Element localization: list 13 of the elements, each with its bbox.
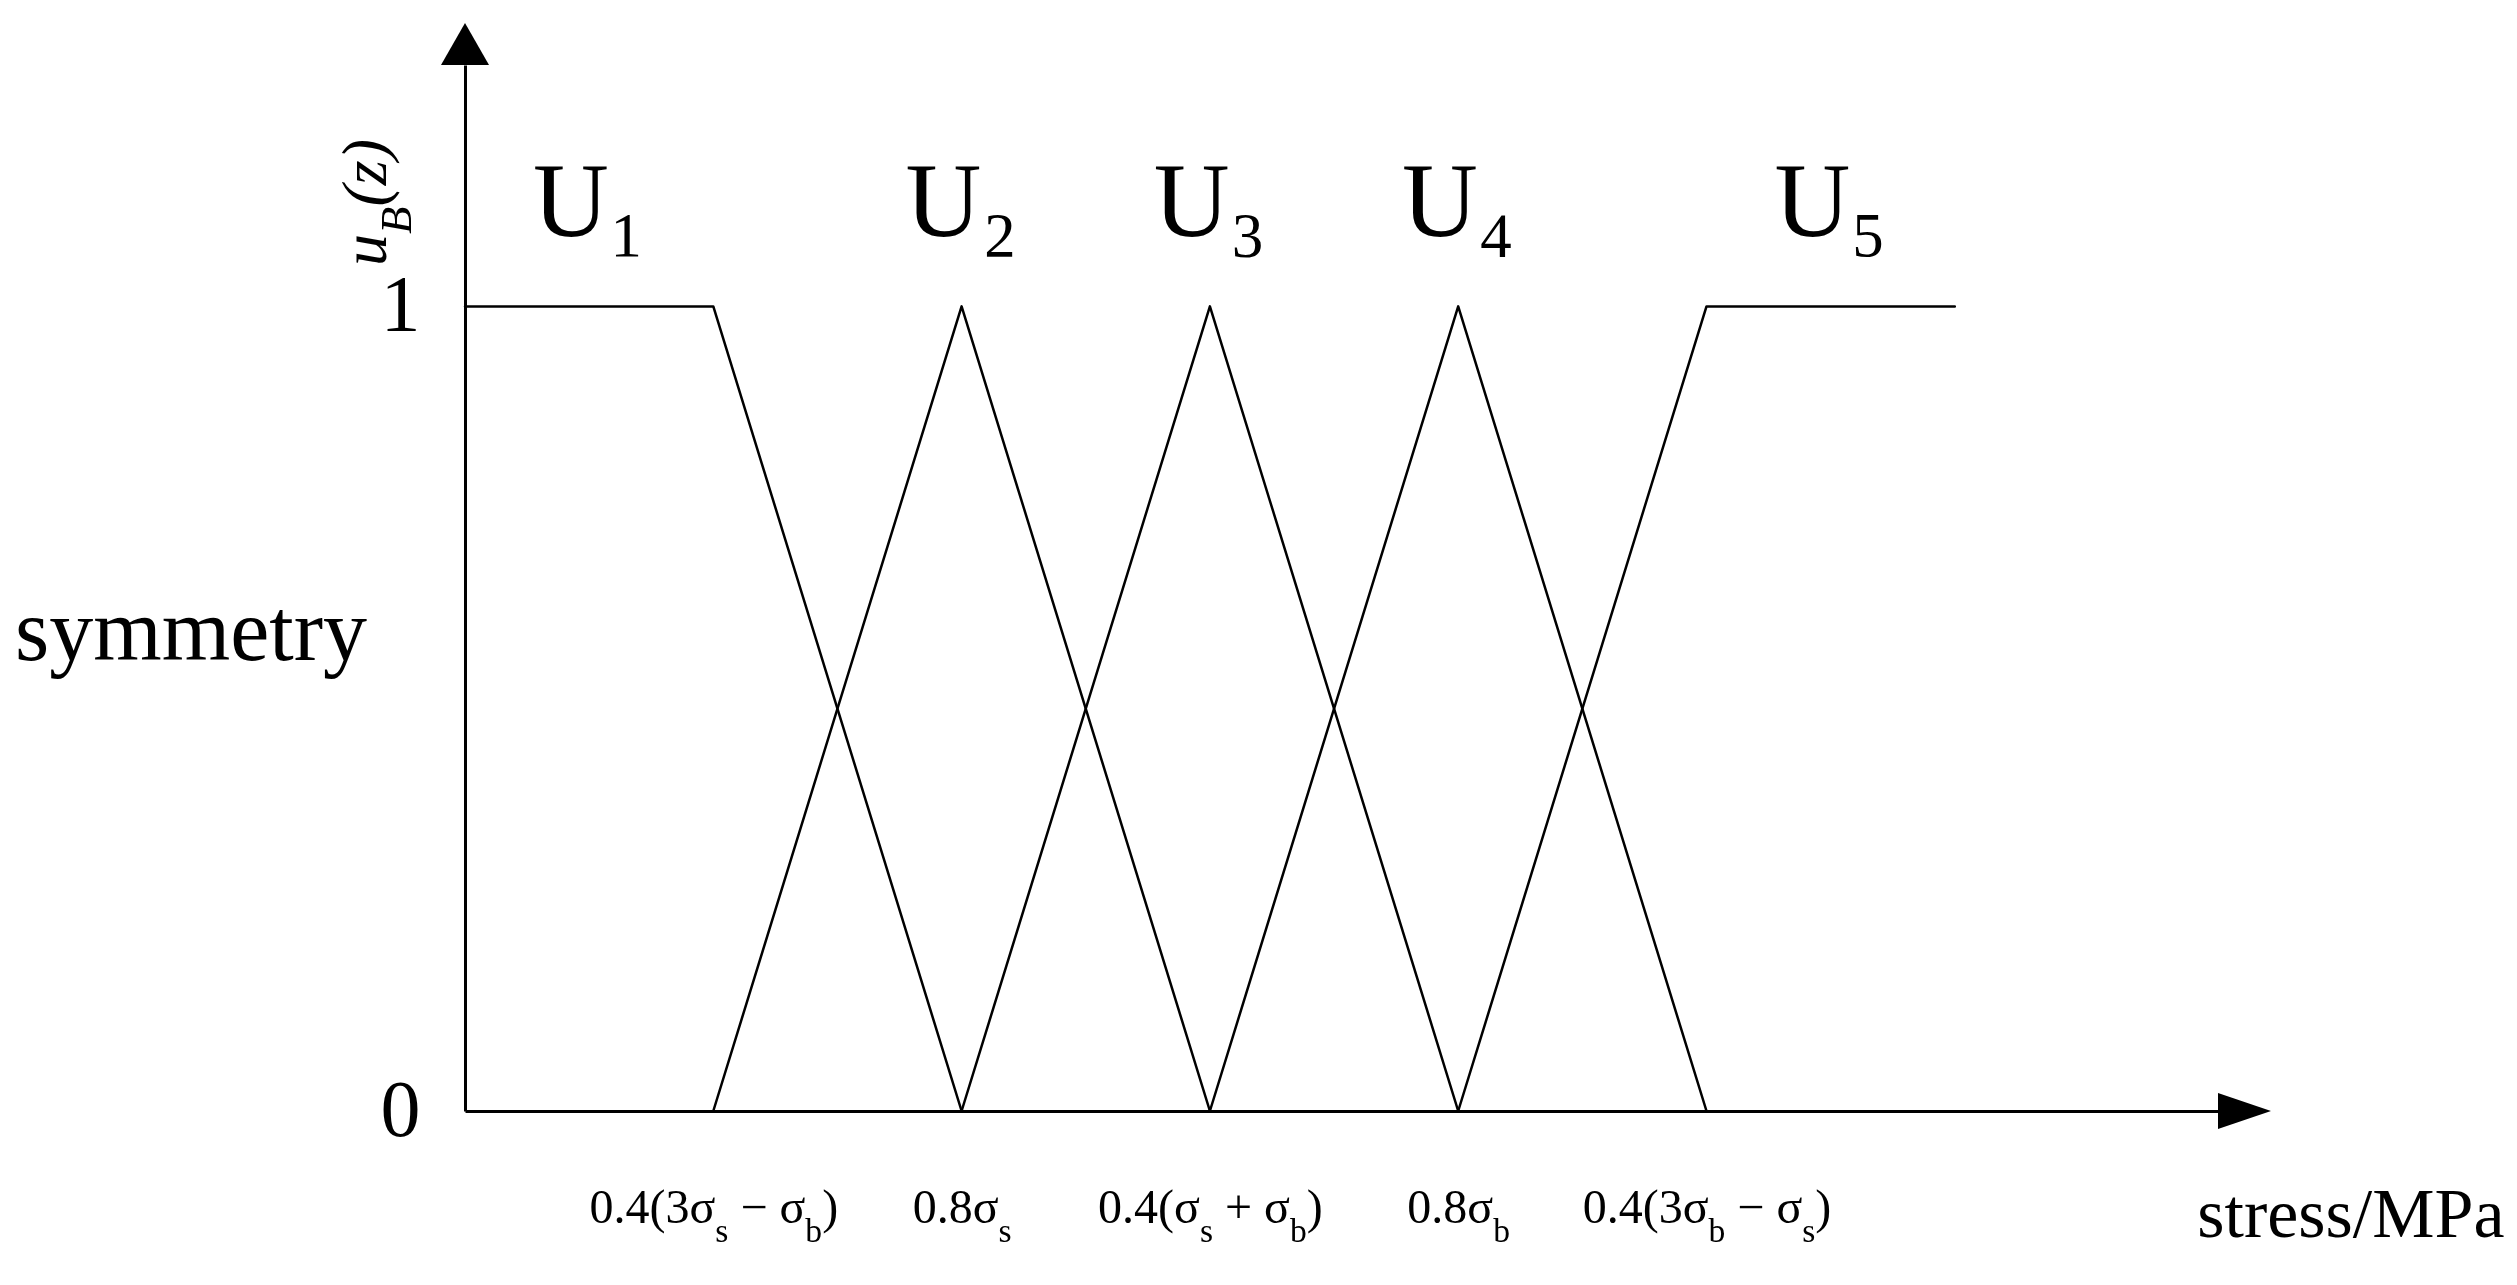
text: symmetry (15, 582, 367, 679)
x-tick-label: 0.4(σ$_{s}$ + σ$_{b}$) (1098, 1179, 1323, 1248)
series-label: U₃ (1153, 142, 1267, 260)
x-tick-label: 0.4(3σ$_{b}$ − σ$_{s}$) (1582, 1179, 1832, 1248)
x-axis-title: stress/MPa (2197, 1174, 2505, 1252)
series-label: U₄ (1401, 142, 1515, 260)
series-label: U₂ (905, 142, 1018, 260)
x-tick-label: 0.4(3σ$_{s}$ − σ$_{b}$) (589, 1179, 839, 1248)
x-tick-label: 0.8σ$_{s}$ (912, 1179, 1012, 1248)
series-label: U₅ (1774, 142, 1887, 260)
y-tick-label: 0 (380, 1064, 421, 1153)
x-tick-label: 0.8σ$_{b}$ (1407, 1179, 1511, 1248)
legend-label: U₁ (532, 142, 646, 260)
